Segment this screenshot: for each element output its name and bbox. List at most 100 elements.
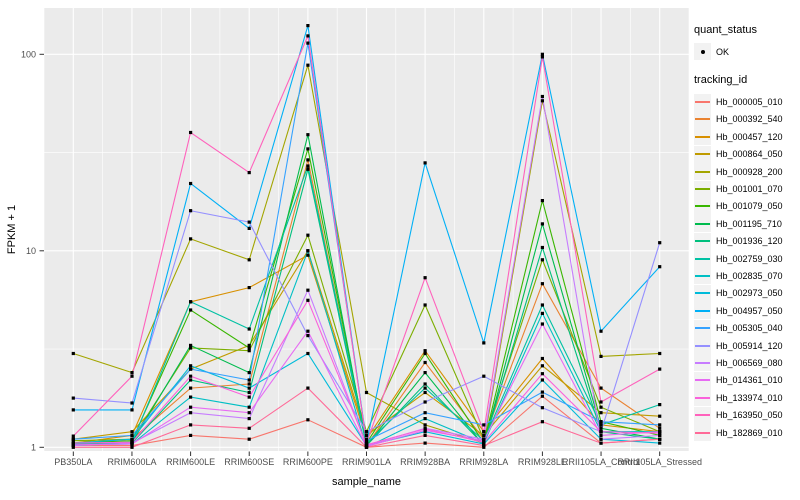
data-point (189, 364, 193, 368)
legend-tracking-row: Hb_001079_050 (694, 197, 798, 215)
data-point (482, 341, 486, 345)
legend-quant-status: quant_status OK (694, 24, 798, 61)
data-point (189, 343, 193, 347)
data-point (247, 437, 251, 441)
data-point (247, 349, 251, 353)
series-color-swatch (695, 188, 710, 191)
legend-item-label: Hb_000864_050 (716, 149, 783, 160)
legend-key-box (694, 197, 711, 215)
data-point (247, 220, 251, 224)
legend-tracking-row: Hb_002973_050 (694, 284, 798, 302)
data-point (423, 371, 427, 375)
data-point (130, 371, 134, 375)
data-point (423, 390, 427, 395)
legend-key-box (694, 163, 711, 181)
data-point (540, 390, 544, 394)
data-point (423, 417, 427, 421)
legend-key-box (694, 389, 711, 407)
legend-key-box (694, 128, 711, 146)
data-point (599, 405, 603, 409)
legend-item-label: Hb_182869_010 (716, 427, 783, 438)
data-point (423, 386, 427, 390)
series-color-swatch (695, 431, 710, 434)
x-tick-label: RRIM928LA (459, 457, 508, 467)
legend-item-label: Hb_001079_050 (716, 201, 783, 212)
legend-tracking-row: Hb_004957_050 (694, 302, 798, 320)
data-point (482, 430, 486, 434)
y-tick-label: 1 (31, 442, 36, 452)
data-point (599, 329, 603, 333)
legend-tracking-row: Hb_000005_010 (694, 93, 798, 111)
legend-tracking-row: Hb_000392_540 (694, 110, 798, 128)
series-color-swatch (695, 292, 710, 295)
data-point (247, 411, 251, 415)
data-point (599, 441, 603, 445)
legend-tracking-entries: Hb_000005_010 Hb_000392_540 Hb_000457_120 H… (694, 93, 798, 441)
data-point (540, 199, 544, 203)
data-point (540, 394, 544, 398)
data-point (247, 371, 251, 375)
data-point (482, 440, 486, 444)
data-point (189, 209, 193, 213)
legend-tracking-id: tracking_id Hb_000005_010 Hb_000392_540 Hb… (694, 74, 798, 441)
x-tick-label: RRIM600LA (107, 457, 156, 467)
data-point (189, 395, 193, 399)
series-color-swatch (695, 135, 710, 138)
data-point (247, 346, 251, 350)
legend-tracking-row: Hb_014361_010 (694, 371, 798, 389)
legend-tracking-row: Hb_001001_070 (694, 180, 798, 198)
data-point (364, 445, 369, 449)
legend-key-box (694, 354, 711, 372)
data-point (423, 360, 427, 365)
data-point (306, 329, 310, 333)
legend-tracking-row: Hb_000928_200 (694, 163, 798, 181)
series-color-swatch (695, 118, 710, 121)
data-point (364, 433, 369, 437)
data-point (599, 411, 603, 415)
legend-item-label: Hb_002835_070 (716, 270, 783, 281)
data-point (189, 346, 193, 350)
data-point (482, 433, 486, 437)
series-color-swatch (695, 240, 710, 243)
data-point (71, 408, 75, 412)
data-point (423, 303, 427, 307)
legend-key-box (694, 43, 711, 61)
legend-tracking-row: Hb_002759_030 (694, 250, 798, 268)
series-color-swatch (695, 327, 710, 330)
legend-item-label: Hb_001001_070 (716, 184, 783, 195)
data-point (658, 433, 662, 437)
data-point (658, 241, 662, 245)
legend-tracking-row: Hb_163950_050 (694, 406, 798, 424)
legend-item-label: Hb_000928_200 (716, 166, 783, 177)
data-point (247, 426, 251, 430)
data-point (130, 401, 134, 405)
legend-tracking-row: Hb_000457_120 (694, 128, 798, 146)
data-point (130, 445, 134, 449)
x-tick-label: RRIM600SE (224, 457, 274, 467)
legend-item-label: Hb_002973_050 (716, 288, 783, 299)
data-point (364, 430, 369, 434)
legend-tracking-row: Hb_005305_040 (694, 319, 798, 337)
legend-key-box (694, 267, 711, 285)
data-point (364, 443, 369, 447)
data-point (599, 433, 603, 437)
legend-key-box (694, 250, 711, 268)
legend-key-box (694, 110, 711, 128)
legend-key-box (694, 371, 711, 389)
data-point (130, 440, 134, 444)
data-point (423, 400, 427, 404)
data-point (189, 405, 193, 409)
data-point (247, 378, 251, 382)
data-point (71, 434, 75, 438)
data-point (306, 147, 310, 151)
legend-item-label: Hb_163950_050 (716, 410, 783, 421)
data-point (423, 382, 427, 386)
legend-item-ok: OK (694, 43, 798, 61)
data-point (658, 367, 662, 371)
legend-item-label: Hb_006569_080 (716, 357, 783, 368)
data-point (423, 349, 427, 353)
data-point (423, 433, 427, 437)
data-point (423, 441, 427, 445)
x-tick-label: RRII105LA_Control (562, 457, 640, 467)
data-point (658, 351, 662, 356)
